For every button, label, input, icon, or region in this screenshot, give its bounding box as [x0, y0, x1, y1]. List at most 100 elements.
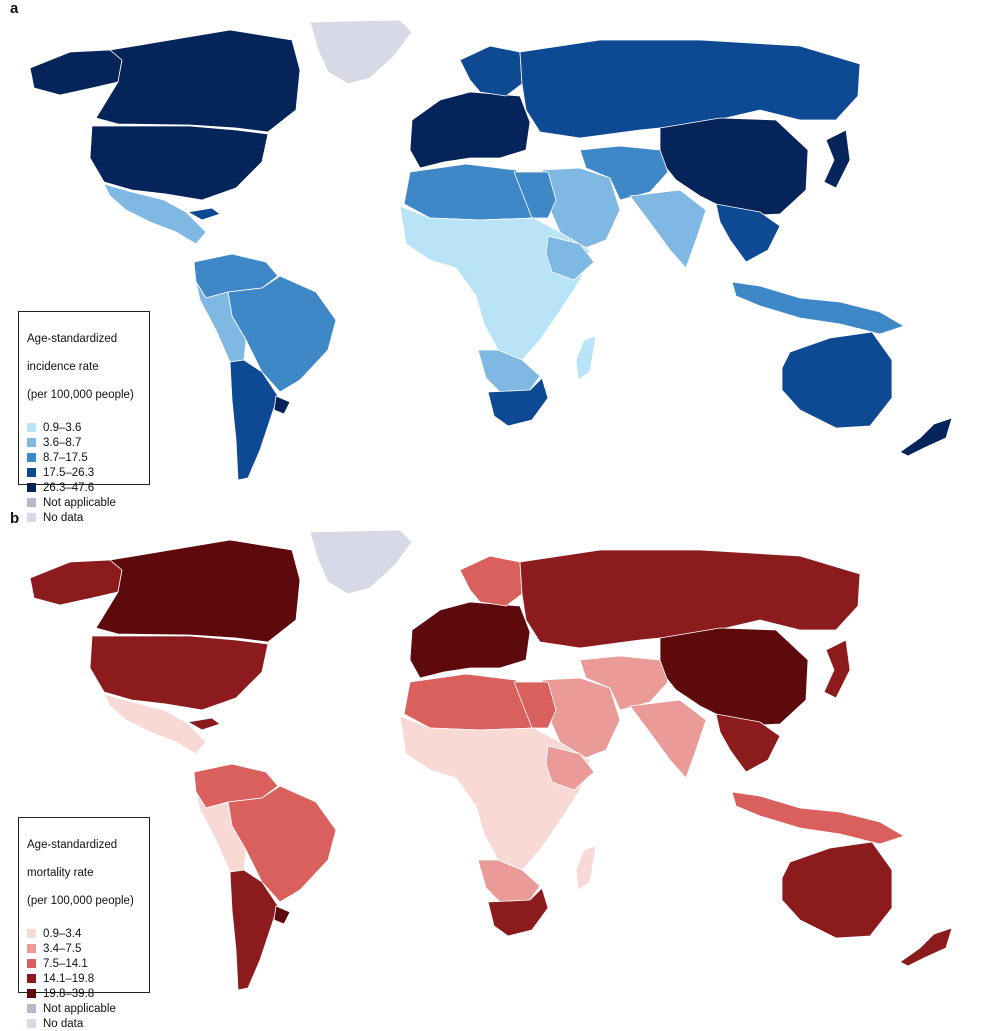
legend-item: No data [27, 1016, 141, 1031]
region-argentina-chile [229, 359, 279, 481]
region-india [629, 699, 707, 779]
mortality-world-map [29, 529, 953, 991]
region-ethiopia [545, 235, 595, 281]
incidence-map-panel: a Age-standardized incidence rate (per 1… [0, 0, 985, 524]
region-indonesia-png [731, 281, 905, 335]
region-india [629, 189, 707, 269]
legend-swatch [27, 929, 36, 938]
region-sub-saharan-africa [399, 715, 591, 871]
region-mexico-central-america [103, 183, 207, 245]
region-new-zealand [899, 927, 953, 967]
legend-label: 3.4–7.5 [43, 942, 82, 955]
legend-label: No data [43, 511, 84, 524]
region-uruguay [273, 905, 291, 925]
legend-swatch [27, 423, 36, 432]
legend-item: No data [27, 510, 141, 525]
region-madagascar [575, 845, 597, 891]
legend-swatch [27, 944, 36, 953]
legend-swatch [27, 974, 36, 983]
region-japan [823, 129, 851, 189]
legend-label: 26.3–47.6 [43, 481, 95, 494]
legend-swatch [27, 989, 36, 998]
legend-swatch [27, 498, 36, 507]
legend-title-line: (per 100,000 people) [27, 895, 134, 907]
legend-swatch [27, 468, 36, 477]
legend-label: Not applicable [43, 1002, 116, 1015]
legend-swatch [27, 959, 36, 968]
legend-item: 0.9–3.6 [27, 420, 141, 435]
legend-item: 14.1–19.8 [27, 971, 141, 986]
legend-title-line: (per 100,000 people) [27, 389, 134, 401]
region-southeast-asia [715, 713, 781, 773]
legend-item: 0.9–3.4 [27, 926, 141, 941]
region-egypt [513, 681, 557, 729]
legend-label: 7.5–14.1 [43, 957, 88, 970]
legend-label: 0.9–3.4 [43, 927, 82, 940]
region-madagascar [575, 335, 597, 381]
region-australia [781, 841, 893, 939]
panel-label: a [10, 0, 19, 17]
region-southeast-asia [715, 203, 781, 263]
region-china-mongolia [659, 117, 809, 217]
region-alaska [29, 49, 123, 96]
legend-item: 3.4–7.5 [27, 941, 141, 956]
legend-label: 3.6–8.7 [43, 436, 82, 449]
region-andes [195, 791, 247, 873]
region-greenland [309, 19, 413, 85]
region-argentina-chile [229, 869, 279, 991]
region-southern-africa [477, 859, 541, 903]
region-cuba [186, 717, 221, 731]
region-western-europe [409, 601, 531, 679]
region-mexico-central-america [103, 693, 207, 755]
legend-swatch [27, 483, 36, 492]
legend-item: 8.7–17.5 [27, 450, 141, 465]
legend-item: 26.3–47.6 [27, 480, 141, 495]
region-andes [195, 281, 247, 363]
region-russia-central-asia [519, 39, 861, 139]
region-iran-afghanistan [579, 655, 669, 711]
legend-title-line: mortality rate [27, 867, 94, 879]
legend-title-line: Age-standardized [27, 333, 118, 345]
region-new-zealand [899, 417, 953, 457]
region-ethiopia [545, 745, 595, 791]
region-indonesia-png [731, 791, 905, 845]
legend-item: Not applicable [27, 495, 141, 510]
region-egypt [513, 171, 557, 219]
region-southern-africa [477, 349, 541, 393]
region-cuba [186, 207, 221, 221]
legend-title: Age-standardized incidence rate (per 100… [27, 318, 141, 416]
region-south-africa [487, 887, 549, 937]
region-usa [89, 635, 269, 711]
legend-swatch [27, 453, 36, 462]
region-western-europe [409, 91, 531, 169]
region-china-mongolia [659, 627, 809, 727]
region-alaska [29, 559, 123, 606]
panel-label: b [10, 510, 20, 527]
legend-title-line: Age-standardized [27, 839, 118, 851]
region-iran-afghanistan [579, 145, 669, 201]
legend-title-line: incidence rate [27, 361, 99, 373]
region-sub-saharan-africa [399, 205, 591, 361]
legend-label: 14.1–19.8 [43, 972, 95, 985]
region-japan [823, 639, 851, 699]
legend-item: Not applicable [27, 1001, 141, 1016]
legend-title: Age-standardized mortality rate (per 100… [27, 824, 141, 922]
mortality-legend: Age-standardized mortality rate (per 100… [18, 817, 150, 1030]
incidence-legend: Age-standardized incidence rate (per 100… [18, 311, 150, 524]
region-australia [781, 331, 893, 429]
legend-label: 8.7–17.5 [43, 451, 88, 464]
region-scandinavia [459, 555, 523, 607]
incidence-world-map [29, 19, 953, 481]
legend-label: Not applicable [43, 496, 116, 509]
region-uruguay [273, 395, 291, 415]
legend-label: No data [43, 1017, 84, 1030]
legend-item: 7.5–14.1 [27, 956, 141, 971]
region-scandinavia [459, 45, 523, 97]
region-russia-central-asia [519, 549, 861, 649]
legend-item: 19.8–39.8 [27, 986, 141, 1001]
legend-swatch [27, 1004, 36, 1013]
legend-item: 3.6–8.7 [27, 435, 141, 450]
legend-label: 0.9–3.6 [43, 421, 82, 434]
legend-label: 19.8–39.8 [43, 987, 95, 1000]
region-greenland [309, 529, 413, 595]
